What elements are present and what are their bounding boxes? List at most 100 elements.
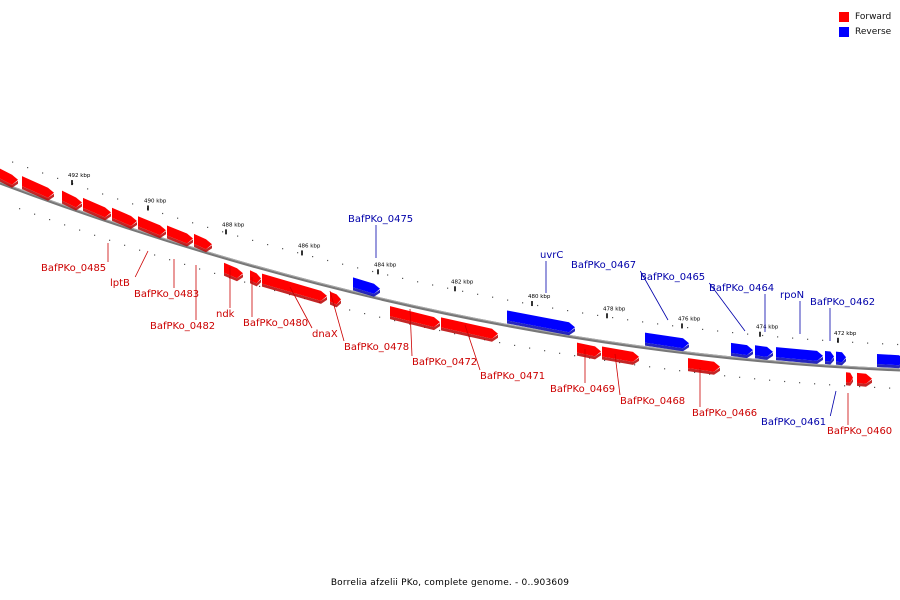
forward-gene-arrow [688,358,720,375]
forward-gene-arrow [441,317,498,342]
track-dot [582,312,584,314]
track-dot [859,386,861,388]
reverse-gene-arrow [353,277,380,297]
leader-line [829,390,837,417]
track-dot [312,256,314,258]
track-dot [402,277,404,279]
forward-gene-arrow [22,176,54,201]
track-dot [702,328,704,330]
gene-shadow [112,217,137,229]
track-dot [117,198,119,200]
track-dot [732,332,734,334]
track-dot [627,319,629,321]
track-dot [567,310,569,312]
gene-shadow [390,316,440,331]
gene-body [645,332,689,349]
gene-shadow [194,243,212,253]
forward-gene-arrow [390,306,440,331]
track-dot [792,337,794,339]
reverse-gene-arrow [507,310,575,336]
track-dot [282,248,284,250]
gene-label-bafpko_0475: BafPKo_0475 [348,214,413,225]
track-dot [612,317,614,319]
gene-shadow [62,200,82,211]
track-dot [522,302,524,304]
track-dot [139,249,141,251]
leader-line [289,286,313,329]
gene-labels: BafPKo_0485 lptB BafPKo_0483 BafPKo_0482ndk… [41,214,892,437]
tick-label: 486 kbp [298,243,321,249]
gene-shadow [0,178,18,188]
track-dot [769,379,771,381]
gene-shadow [846,378,853,386]
track-dot [687,327,689,329]
tick-label: 492 kbp [68,173,91,179]
track-dot [349,309,351,311]
forward-gene-arrow [194,233,212,253]
track-dot [184,263,186,265]
track-dot [829,384,831,386]
gene-label-bafpko_0464: BafPKo_0464 [709,283,774,294]
forward-gene-arrow [224,262,243,282]
track-dot [454,333,456,335]
reverse-gene-arrow [877,353,900,369]
track-dot [447,287,449,289]
tick-label: 476 kbp [678,316,701,322]
forward-gene-arrow [262,273,327,304]
tick-label: 474 kbp [756,325,779,331]
track-dot [477,293,479,295]
track-dot [94,234,96,236]
gene-shadow [441,327,498,342]
gene-shadow [825,357,834,365]
track-dot [664,368,666,370]
track-dot [132,203,134,205]
gene-label-bafpko_0480: BafPKo_0480 [243,318,308,329]
genome-backbone-highlight [0,181,900,370]
track-dot [544,350,546,352]
gene-shadow [857,379,872,387]
track-dot [417,281,419,283]
track-dot [709,373,711,375]
track-dot [439,329,441,332]
gene-body [877,353,900,366]
track-dot [897,343,899,346]
track-dot [379,316,381,318]
gene-body [112,207,137,226]
gene-label-bafpko_0460: BafPKo_0460 [827,426,892,437]
track-dot [882,343,884,345]
track-dot [514,344,516,346]
gene-body [825,350,834,362]
gene-body [250,270,261,284]
gene-label-bafpko_0478: BafPKo_0478 [344,342,409,353]
gene-body [441,317,498,339]
gene-shadow [250,279,261,287]
gene-label-bafpko_0472: BafPKo_0472 [412,357,477,368]
gene-body [836,351,846,363]
track-dot [552,307,554,309]
track-dot [79,229,81,231]
track-dot [207,226,209,228]
gene-body [353,277,380,294]
gene-label-bafpko_0482: BafPKo_0482 [150,321,215,332]
track-dot [604,359,606,361]
track-dot [717,330,719,332]
gene-label-bafpko_0468: BafPKo_0468 [620,396,685,407]
track-dot [867,342,869,344]
reverse-gene-arrow [825,350,834,365]
gene-shadow [731,351,753,359]
track-dot [387,274,389,276]
gene-body [390,306,440,328]
legend-item-reverse: Reverse [839,24,891,39]
track-dot [222,231,224,233]
tick-label: 490 kbp [144,198,167,204]
forward-gene-arrow [602,346,639,365]
track-dot [672,325,674,327]
track-dot [799,382,801,384]
gene-body [507,310,575,333]
track-dot [724,375,726,377]
track-dot [57,177,59,179]
forward-gene-arrow [857,372,872,387]
gene-shadow [602,356,639,365]
forward-swatch [839,11,849,22]
gene-label-bafpko_0462: BafPKo_0462 [810,297,875,308]
